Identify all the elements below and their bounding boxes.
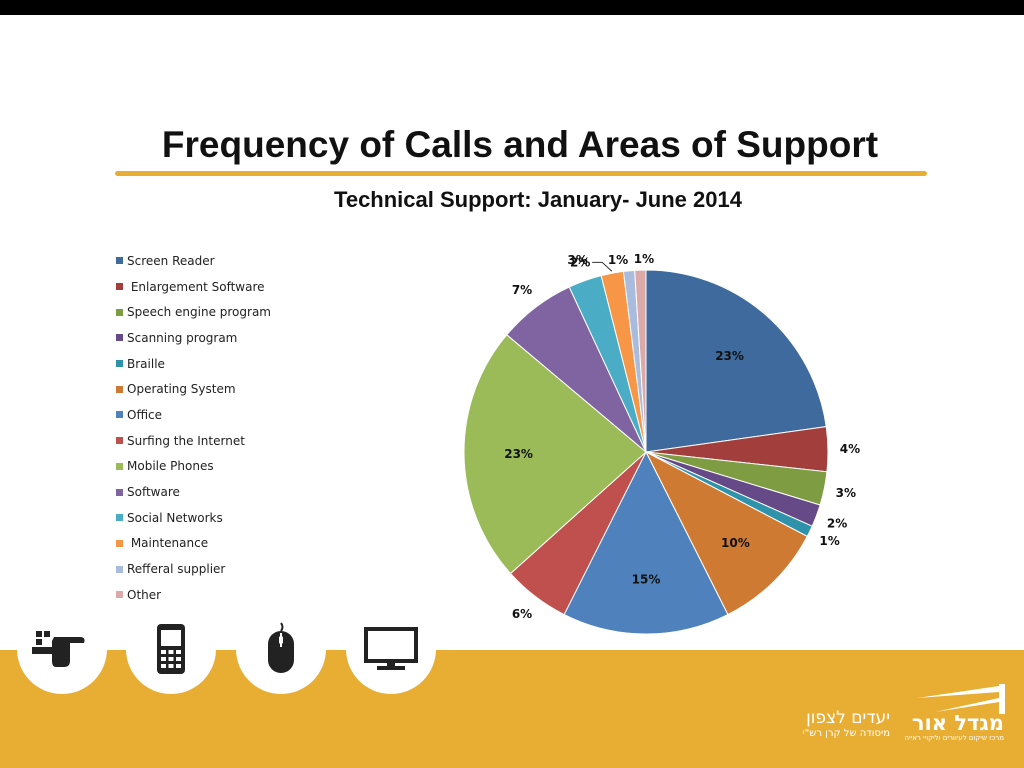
pie-slice: [634, 269, 647, 453]
legend-label: Scanning program: [127, 330, 238, 345]
legend-item: Mobile Phones: [116, 454, 271, 480]
slice-value-label: 23%: [715, 349, 744, 363]
legend-item: Scanning program: [116, 325, 271, 351]
legend-item: Office: [116, 402, 271, 428]
slice-value-label: 2%: [570, 255, 590, 269]
legend-label: Operating System: [127, 382, 236, 397]
pie-chart: 23%4%3%2%1%10%15%6%23%7%3%2% 1% 1%: [463, 252, 860, 635]
legend-item: Speech engine program: [116, 299, 271, 325]
title-underline: [115, 171, 927, 176]
chart-legend: Screen Reader Enlargement Software Speech…: [116, 248, 271, 608]
legend-item: Braille: [116, 351, 271, 377]
slice-value-label: 1%: [634, 252, 654, 266]
footer-circle-mouse: [236, 604, 326, 694]
legend-item: Surfing the Internet: [116, 428, 271, 454]
lighthouse-icon: [917, 684, 1005, 714]
footer-circle-phone: [126, 604, 216, 694]
logo-yadaim-tagline: מיסודה של קרן רש"י: [802, 728, 890, 739]
legend-label: Refferal supplier: [127, 562, 226, 577]
legend-label: Enlargement Software: [127, 279, 265, 294]
legend-item: Maintenance: [116, 531, 271, 557]
footer-circle-hand: [17, 604, 107, 694]
slice-value-label: 23%: [504, 447, 533, 461]
legend-item: Refferal supplier: [116, 556, 271, 582]
legend-swatch: [116, 488, 123, 496]
legend-label: Other: [127, 587, 162, 602]
legend-swatch: [116, 385, 123, 393]
pie-slice: [644, 450, 808, 616]
legend-swatch: [116, 360, 123, 368]
pie-slice: [563, 450, 729, 635]
slice-value-label: 3%: [567, 253, 587, 267]
legend-item: Software: [116, 479, 271, 505]
legend-swatch: [116, 462, 123, 470]
legend-swatch: [116, 514, 123, 522]
legend-item: Other: [116, 582, 271, 608]
slice-value-label: 3%: [836, 486, 856, 500]
legend-swatch: [116, 411, 123, 419]
pie-slice: [463, 334, 647, 575]
legend-swatch: [116, 591, 123, 599]
computer-mouse-icon: [268, 622, 294, 673]
chart-subtitle: Technical Support: January- June 2014: [334, 187, 742, 212]
legend-label: Software: [127, 485, 180, 500]
legend-swatch: [116, 565, 123, 573]
legend-swatch: [116, 437, 123, 445]
top-black-bar: [0, 0, 1024, 15]
legend-label: Screen Reader: [127, 253, 215, 268]
pie-slice: [645, 269, 827, 453]
legend-label: Braille: [127, 356, 165, 371]
slice-value-label: 1%: [819, 534, 839, 548]
legend-swatch: [116, 283, 123, 291]
logo-migdal-or-tagline: מרכז שיקום לעיוורים וליקויי ראייה: [904, 734, 1004, 742]
mobile-phone-icon: [157, 624, 185, 674]
legend-label: Mobile Phones: [127, 459, 214, 474]
logo-yadaim: יעדים לצפון מיסודה של קרן רש"י: [760, 708, 890, 739]
legend-label: Maintenance: [127, 536, 209, 551]
legend-label: Surfing the Internet: [127, 433, 245, 448]
slice-leader-line: [592, 261, 613, 272]
legend-swatch: [116, 257, 123, 265]
legend-item: Operating System: [116, 376, 271, 402]
monitor-icon: [364, 627, 418, 670]
legend-swatch: [116, 539, 123, 547]
footer-circle-monitor: [346, 604, 436, 694]
legend-item: Social Networks: [116, 505, 271, 531]
logo-migdal-or-name: מגדל אור: [911, 711, 1004, 735]
slice-value-label: 10%: [721, 536, 750, 550]
slice-value-label: 1%: [608, 253, 628, 267]
slice-value-label: 7%: [512, 283, 532, 297]
legend-item: Screen Reader: [116, 248, 271, 274]
legend-swatch: [116, 308, 123, 316]
legend-swatch: [116, 334, 123, 342]
logo-yadaim-name: יעדים לצפון: [806, 708, 890, 728]
legend-label: Speech engine program: [127, 305, 271, 320]
page-title: Frequency of Calls and Areas of Support: [161, 124, 879, 165]
slice-value-label: 4%: [840, 442, 860, 456]
slice-value-label: 15%: [632, 572, 661, 586]
slice-value-label: 2%: [827, 516, 847, 530]
hand-pointing-icon: [32, 631, 85, 667]
legend-label: Office: [127, 407, 163, 422]
logo-migdal-or: מגדל אור מרכז שיקום לעיוורים וליקויי ראי…: [880, 712, 1004, 742]
legend-item: Enlargement Software: [116, 274, 271, 300]
slice-value-label: 6%: [512, 607, 532, 621]
legend-label: Social Networks: [127, 510, 223, 525]
